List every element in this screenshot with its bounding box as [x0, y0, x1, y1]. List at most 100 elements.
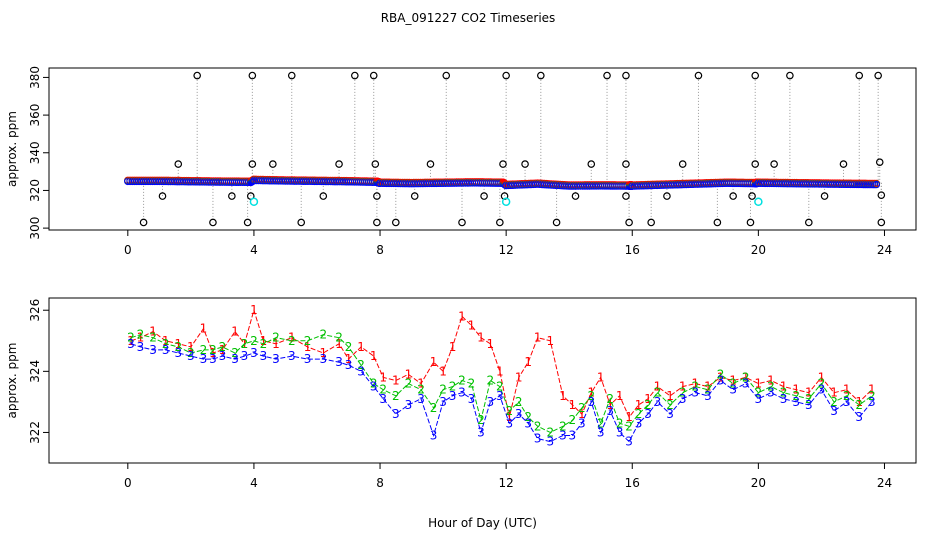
series-marker-1: 1 [319, 346, 327, 360]
co2-point-blue [872, 180, 881, 189]
calibration-point [391, 218, 400, 227]
series-marker-3: 3 [534, 432, 542, 446]
series-marker-3: 3 [691, 386, 699, 400]
calibration-point [209, 218, 217, 227]
series-marker-2: 2 [335, 331, 343, 345]
series-marker-3: 3 [524, 416, 532, 430]
calibration-point [622, 71, 630, 80]
series-marker-3: 3 [742, 377, 750, 391]
series-marker-2: 2 [578, 401, 586, 415]
calibration-point [297, 218, 306, 227]
calibration-point [174, 160, 183, 168]
series-marker-3: 3 [654, 395, 662, 409]
series-marker-2: 2 [477, 413, 485, 427]
y-tick-label: 320 [28, 179, 42, 202]
calibration-point [373, 192, 381, 200]
calibration-point [373, 218, 381, 227]
series-marker-1: 1 [392, 374, 400, 388]
y-axis-label: approx. ppm [5, 111, 19, 187]
series-marker-2: 2 [231, 346, 239, 360]
series-marker-2: 2 [127, 331, 135, 345]
series-marker-1: 1 [644, 392, 652, 406]
x-tick-label: 16 [625, 243, 640, 257]
series-marker-1: 1 [174, 337, 182, 351]
series-marker-1: 1 [578, 407, 586, 421]
cyan-point [754, 197, 763, 206]
x-tick-label: 4 [250, 243, 258, 257]
series-marker-2: 2 [430, 401, 438, 415]
series-marker-2: 2 [818, 377, 826, 391]
series-marker-1: 1 [458, 309, 466, 323]
x-tick-label: 0 [124, 243, 132, 257]
calibration-point [269, 160, 277, 168]
x-tick-label: 16 [625, 476, 640, 490]
series-marker-3: 3 [187, 349, 195, 363]
calibration-point [877, 218, 886, 227]
series-marker-1: 1 [616, 389, 624, 403]
series-marker-3: 3 [515, 407, 523, 421]
series-marker-1: 1 [439, 364, 447, 378]
y-tick-label: 324 [28, 360, 42, 383]
x-tick-label: 24 [877, 476, 892, 490]
series-marker-3: 3 [635, 416, 643, 430]
series-marker-3: 3 [219, 349, 227, 363]
series-marker-2: 2 [717, 367, 725, 381]
series-marker-1: 1 [587, 386, 595, 400]
series-marker-3: 3 [272, 352, 280, 366]
series-marker-3: 3 [569, 429, 577, 443]
series-marker-1: 1 [559, 389, 567, 403]
series-marker-3: 3 [458, 386, 466, 400]
series-marker-3: 3 [370, 380, 378, 394]
series-marker-1: 1 [219, 343, 227, 357]
series-marker-2: 2 [546, 425, 554, 439]
calibration-point [786, 71, 794, 80]
series-marker-3: 3 [174, 346, 182, 360]
series-marker-2: 2 [515, 395, 523, 409]
series-marker-3: 3 [578, 416, 586, 430]
calibration-point [426, 160, 435, 168]
calibration-point [587, 160, 596, 168]
series-marker-1: 1 [635, 398, 643, 412]
co2-timeseries-panel: 0 4 8 12 16 20 24 300 320 340 360 380 approx. ppm [5, 66, 917, 257]
series-marker-1: 1 [200, 322, 208, 336]
calibration-point [839, 160, 848, 168]
series-marker-2: 2 [755, 386, 763, 400]
series-marker-1: 1 [477, 331, 485, 345]
series-marker-2: 2 [272, 331, 280, 345]
series-marker-3: 3 [430, 429, 438, 443]
series-marker-1: 1 [855, 395, 863, 409]
series-marker-1: 1 [729, 374, 737, 388]
series-marker-3: 3 [805, 398, 813, 412]
series-marker-1: 1 [679, 380, 687, 394]
series-marker-2: 2 [174, 340, 182, 354]
calibration-point [499, 160, 507, 168]
series-marker-3: 3 [843, 395, 851, 409]
series-marker-3: 3 [496, 389, 504, 403]
series-marker-3: 3 [260, 349, 268, 363]
series-marker-3: 3 [546, 435, 554, 449]
series-marker-2: 2 [137, 328, 145, 342]
calibration-point [371, 160, 380, 168]
series-marker-1: 1 [625, 410, 633, 424]
series-marker-3: 3 [149, 343, 157, 357]
series-marker-2: 2 [288, 334, 296, 348]
calibration-point [820, 192, 829, 200]
series-marker-3: 3 [335, 355, 343, 369]
series-marker-3: 3 [405, 398, 413, 412]
series-marker-3: 3 [379, 392, 387, 406]
series-marker-2: 2 [830, 395, 838, 409]
series-marker-1: 1 [792, 383, 800, 397]
y-tick-label: 360 [28, 104, 42, 127]
series-marker-3: 3 [704, 389, 712, 403]
x-tick-label: 0 [124, 476, 132, 490]
series-marker-3: 3 [505, 416, 513, 430]
y-tick-label: 322 [28, 421, 42, 444]
series-marker-3: 3 [200, 352, 208, 366]
calibration-point [729, 192, 737, 200]
series-marker-1: 1 [704, 380, 712, 394]
series-marker-3: 3 [487, 395, 495, 409]
calibration-point [287, 71, 296, 80]
y-tick-label: 380 [28, 66, 42, 89]
calibration-point [746, 218, 755, 227]
